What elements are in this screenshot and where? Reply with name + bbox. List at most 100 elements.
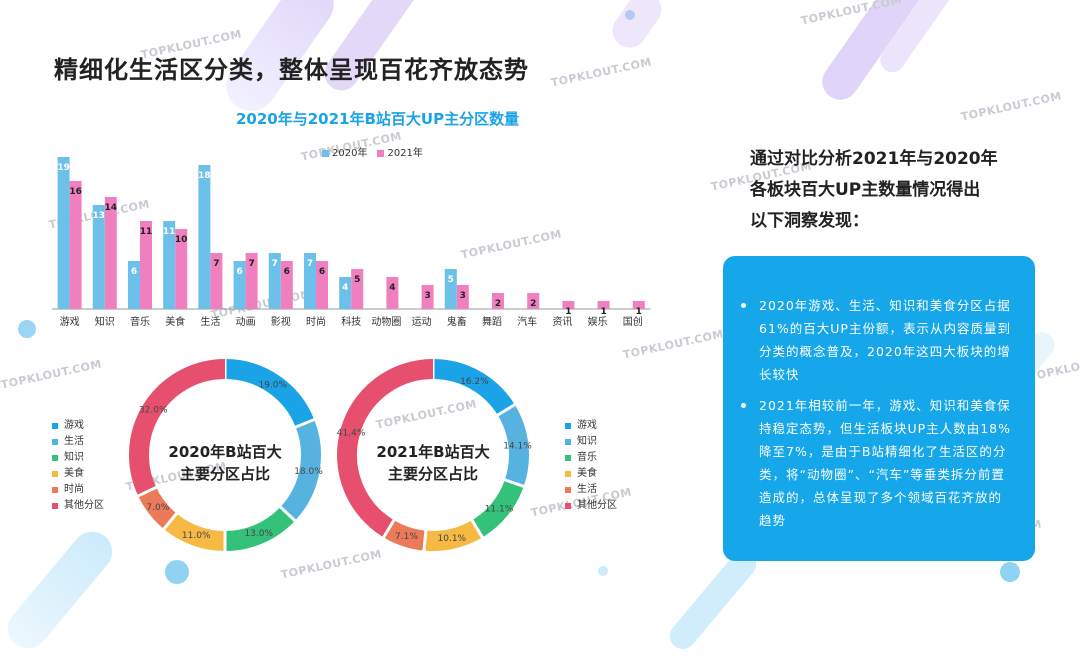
decor-dot	[625, 10, 635, 20]
bar-value-label: 4	[389, 283, 395, 293]
page-title: 精细化生活区分类，整体呈现百花齐放态势	[54, 56, 529, 84]
bar-value-label: 5	[448, 275, 454, 285]
watermark: TOPKLOUT.COM	[549, 55, 653, 90]
x-tick-label: 游戏	[60, 315, 80, 328]
legend-label: 2020年	[332, 148, 368, 159]
legend-swatch	[52, 423, 58, 429]
bar-value-label: 3	[460, 291, 466, 301]
donut-value-label: 32.0%	[139, 405, 168, 415]
bar-2021年	[421, 285, 434, 309]
bar-value-label: 6	[131, 267, 137, 277]
donut-slice-其他分区	[129, 359, 226, 496]
watermark: TOPKLOUT.COM	[0, 357, 103, 392]
legend-swatch	[565, 503, 571, 509]
x-tick-label: 国创	[623, 315, 643, 328]
bar-2020年	[339, 277, 352, 309]
bar-chart: 1916游戏1314知识611音乐1110美食187生活67动画76影视76时尚…	[52, 157, 651, 328]
bar-value-label: 2	[495, 299, 501, 309]
donut-value-label: 7.0%	[146, 503, 169, 513]
bar-2021年	[351, 269, 364, 309]
insight-heading-line: 各板块百大UP主数量情况得出	[750, 180, 981, 200]
legend-item-知识: 知识	[565, 434, 617, 450]
x-tick-label: 影视	[271, 315, 291, 328]
donut-value-label: 18.0%	[294, 467, 323, 477]
donut-slice-游戏	[432, 359, 515, 416]
bar-2021年	[245, 253, 258, 309]
legend-swatch	[565, 423, 571, 429]
bar-value-label: 6	[284, 267, 290, 277]
bar-2020年	[57, 157, 70, 309]
x-tick-label: 音乐	[130, 315, 150, 328]
donut-value-label: 14.1%	[503, 442, 532, 452]
legend-item-音乐: 音乐	[565, 450, 617, 466]
bar-value-label: 19	[57, 163, 70, 173]
legend-swatch	[52, 487, 58, 493]
x-tick-label: 鬼畜	[447, 315, 467, 328]
legend-item-其他分区: 其他分区	[565, 498, 617, 514]
bar-value-label: 7	[248, 259, 254, 269]
legend-item-其他分区: 其他分区	[52, 498, 104, 514]
donut-slice-其他分区	[337, 359, 434, 538]
donut-title-line: 2020年B站百大	[168, 443, 282, 461]
x-tick-label: 美食	[165, 315, 185, 328]
donut-slice-知识	[224, 506, 295, 551]
bar-value-label: 4	[342, 283, 348, 293]
donut-slice-美食	[163, 513, 226, 551]
insight-list: 2020年游戏、生活、知识和美食分区占据61%的百大UP主份额，表示从内容质量到…	[723, 256, 1035, 532]
x-tick-label: 资讯	[552, 316, 572, 328]
bar-2021年	[140, 221, 152, 309]
insight-bullet: 2021年相较前一年，游戏、知识和美食保持稳定态势，但生活板块UP主人数由18%…	[741, 394, 1013, 532]
x-tick-label: 生活	[200, 315, 220, 328]
bar-2021年	[527, 293, 540, 309]
bar-value-label: 1	[636, 307, 642, 317]
bar-2021年	[632, 301, 645, 309]
bar-2021年	[492, 293, 504, 309]
slice-gap	[470, 518, 485, 539]
legend-item-知识: 知识	[52, 450, 104, 466]
donut-value-label: 41.4%	[337, 428, 366, 438]
legend-label: 时尚	[64, 484, 84, 495]
bar-value-label: 10	[175, 235, 188, 245]
legend-label: 游戏	[577, 420, 597, 431]
donut-value-label: 19.0%	[258, 381, 287, 391]
donut-slice-美食	[423, 520, 483, 551]
bar-2021年	[456, 285, 469, 309]
x-tick-label: 知识	[95, 315, 115, 328]
bar-2020年	[304, 253, 316, 309]
legend-item-生活: 生活	[52, 434, 104, 450]
x-tick-label: 动画	[236, 316, 256, 328]
slice-gap	[503, 478, 526, 489]
insight-heading: 通过对比分析2021年与2020年 各板块百大UP主数量情况得出 以下洞察发现：	[750, 144, 1020, 237]
donut-2020-legend: 游戏生活知识美食时尚其他分区	[52, 418, 104, 514]
legend-label: 知识	[64, 452, 84, 463]
legend-label: 生活	[64, 436, 84, 447]
legend-label: 美食	[64, 468, 84, 479]
decor-dot	[1000, 562, 1020, 582]
insight-panel: 2020年游戏、生活、知识和美食分区占据61%的百大UP主份额，表示从内容质量到…	[723, 256, 1035, 561]
legend-label: 游戏	[64, 420, 84, 431]
bar-2021年	[597, 301, 610, 309]
decor-dot	[165, 560, 189, 584]
bar-2021年	[386, 277, 399, 309]
decor-dot	[18, 320, 36, 338]
bar-value-label: 13	[93, 211, 106, 221]
legend-label: 2021年	[387, 148, 423, 159]
bar-2020年	[444, 269, 457, 309]
legend-item-游戏: 游戏	[52, 418, 104, 434]
bar-2021年	[562, 301, 575, 309]
legend-swatch	[322, 149, 329, 157]
bar-2020年	[233, 261, 246, 309]
x-tick-label: 动物圈	[371, 315, 401, 328]
slice-gap	[496, 402, 517, 417]
legend-swatch	[377, 149, 385, 157]
bar-value-label: 7	[272, 259, 278, 269]
decor-stripe	[664, 545, 762, 655]
bar-value-label: 1	[600, 307, 606, 317]
bar-2020年	[198, 165, 211, 309]
bar-2020年	[128, 261, 140, 309]
slice-gap	[136, 485, 158, 498]
insight-bullet: 2020年游戏、生活、知识和美食分区占据61%的百大UP主份额，表示从内容质量到…	[741, 294, 1013, 386]
donut-value-label: 13.0%	[244, 529, 273, 539]
legend-item-美食: 美食	[565, 466, 617, 482]
bar-value-label: 14	[105, 203, 118, 213]
